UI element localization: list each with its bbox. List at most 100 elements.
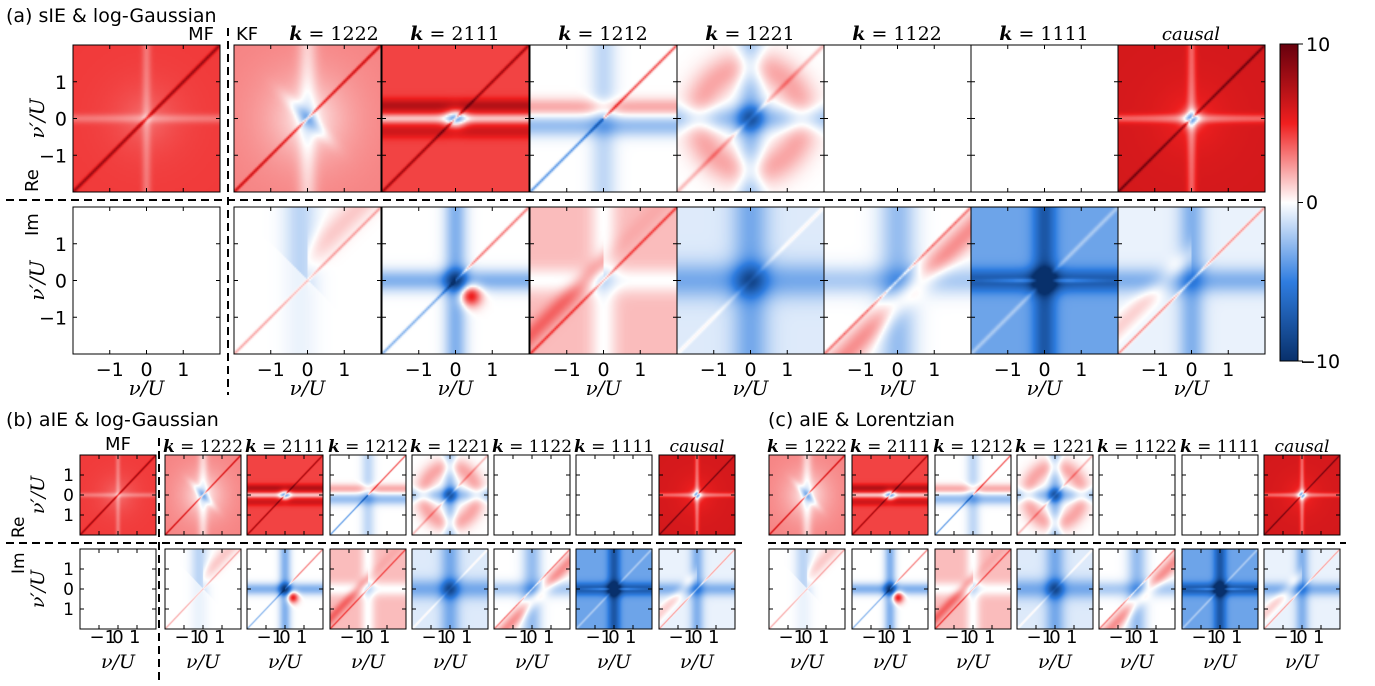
xtick-label-b-col2-0: 0 xyxy=(279,627,290,648)
heatmap-c-re-col4 xyxy=(1099,455,1175,535)
xtick-label-b-col1-m1: −1 xyxy=(175,627,202,648)
heatmap-c-im-col4 xyxy=(1099,549,1175,629)
xtick-label-c-col0-m1: −1 xyxy=(779,627,806,648)
xlabel-b-col6: ν/U xyxy=(597,651,632,673)
xtick-label-a-col6-0: −1 xyxy=(994,359,1022,381)
colorbar-tick-max: 10 xyxy=(1306,34,1330,56)
column-label-b-mf: MF xyxy=(105,434,131,455)
xtick-label-a-col6-2: 1 xyxy=(1075,359,1087,381)
xlabel-c-col5: ν/U xyxy=(1203,651,1238,673)
panel-b-heatmaps: −10 1ν/UMF−10 1ν/Uk = 1222−10 1ν/Uk = 2111−… xyxy=(9,434,736,673)
heatmap-a-im-col7 xyxy=(1118,207,1265,354)
xlabel-a-col7: ν/U xyxy=(1174,376,1211,400)
column-label-b-k-1122: k = 1122 xyxy=(492,437,572,457)
ytick-label-a-re-1: 0 xyxy=(55,109,67,131)
xtick-label-c-col3-0: 0 xyxy=(1049,627,1060,648)
xlabel-a-col5: ν/U xyxy=(880,376,917,400)
heatmap-a-im-col6 xyxy=(971,207,1118,354)
heatmap-b-im-col0 xyxy=(80,549,156,629)
xtick-label-c-col0-1: 1 xyxy=(818,627,829,648)
heatmap-b-re-col0 xyxy=(80,455,156,535)
xtick-label-c-col3-m1: −1 xyxy=(1027,627,1054,648)
xlabel-c-col2: ν/U xyxy=(956,651,991,673)
xtick-label-b-col3-0: 0 xyxy=(362,627,373,648)
xtick-label-b-col7-m1: −1 xyxy=(669,627,696,648)
xlabel-c-col3: ν/U xyxy=(1038,651,1073,673)
ylabel-b-re: ν′/U xyxy=(27,475,49,514)
xtick-label-c-col6-1: 1 xyxy=(1313,627,1324,648)
xlabel-c-col6: ν/U xyxy=(1285,651,1320,673)
column-label-c-k-2111: k = 2111 xyxy=(850,437,930,457)
heatmap-b-im-col7 xyxy=(659,549,735,629)
column-label-c-causal: causal xyxy=(1275,437,1330,457)
xtick-label-a-col5-0: −1 xyxy=(847,359,875,381)
xtick-label-a-col4-2: 1 xyxy=(781,359,793,381)
heatmap-b-im-col6 xyxy=(576,549,652,629)
xtick-label-b-col0-0: 0 xyxy=(112,627,123,648)
xtick-label-b-col1-0: 0 xyxy=(197,627,208,648)
colorbar: 10 0 −10 xyxy=(1279,34,1340,373)
xtick-label-a-col4-1: 0 xyxy=(744,359,756,381)
xtick-label-c-col5-0: 0 xyxy=(1214,627,1225,648)
xtick-label-c-col0-0: 0 xyxy=(801,627,812,648)
xtick-label-a-col1-2: 1 xyxy=(338,359,350,381)
xtick-label-a-col4-0: −1 xyxy=(700,359,728,381)
xtick-label-c-col1-1: 1 xyxy=(901,627,912,648)
xtick-label-c-col5-1: 1 xyxy=(1231,627,1242,648)
xtick-label-a-col1-0: −1 xyxy=(257,359,285,381)
heatmap-c-re-col3 xyxy=(1017,455,1093,535)
xtick-label-c-col4-1: 1 xyxy=(1148,627,1159,648)
column-label-k-2111: k = 2111 xyxy=(410,23,500,45)
xlabel-c-col1: ν/U xyxy=(873,651,908,673)
xlabel-a-col3: ν/U xyxy=(586,376,623,400)
heatmap-c-im-col1 xyxy=(852,549,928,629)
panel-a-heatmaps: MF KF k = 1222 k = 2111 k = 1212 k = 1221 k = … xyxy=(22,23,1266,400)
column-label-b-k-1221: k = 1221 xyxy=(410,437,490,457)
panel-c-heatmaps: −10 1ν/Uk = 1222−10 1ν/Uk = 2111−10 1ν/Uk =… xyxy=(767,437,1341,673)
panel-a-label: (a) sIE & log-Gaussian xyxy=(6,5,217,27)
ytick-label-a-im-0: 1 xyxy=(55,234,67,256)
heatmap-c-re-col1 xyxy=(852,455,928,535)
heatmap-b-im-col4 xyxy=(412,549,488,629)
heatmap-a-im-col4 xyxy=(677,207,824,354)
xtick-label-b-col6-1: 1 xyxy=(625,627,636,648)
heatmap-a-im-col5 xyxy=(824,207,971,354)
ylabel-a-re: ν′/U xyxy=(25,97,49,138)
xtick-label-c-col1-0: 0 xyxy=(884,627,895,648)
xtick-label-c-col6-0: 0 xyxy=(1296,627,1307,648)
column-label-k-1222: k = 1222 xyxy=(289,23,379,45)
xlabel-b-col4: ν/U xyxy=(433,651,468,673)
column-label-b-k-1212: k = 1212 xyxy=(328,437,408,457)
xtick-label-c-col4-m1: −1 xyxy=(1109,627,1136,648)
xlabel-c-col0: ν/U xyxy=(790,651,825,673)
heatmap-b-re-col7 xyxy=(659,455,735,535)
heatmap-a-im-col3 xyxy=(530,207,677,354)
xtick-label-a-col5-2: 1 xyxy=(928,359,940,381)
xtick-label-b-col4-m1: −1 xyxy=(422,627,449,648)
column-label-kf: KF xyxy=(236,24,258,45)
xtick-label-a-col7-1: 0 xyxy=(1185,359,1197,381)
heatmap-b-re-col2 xyxy=(247,455,323,535)
heatmap-a-im-col2 xyxy=(382,207,529,354)
colorbar-gradient xyxy=(1279,43,1299,362)
column-label-k-1122: k = 1122 xyxy=(852,23,942,45)
xtick-label-c-col4-0: 0 xyxy=(1131,627,1142,648)
column-label-b-k-2111: k = 2111 xyxy=(245,437,325,457)
xtick-label-a-col2-1: 0 xyxy=(449,359,461,381)
colorbar-tick-mid: 0 xyxy=(1306,192,1318,214)
heatmap-b-im-col1 xyxy=(165,549,241,629)
heatmap-b-im-col3 xyxy=(330,549,406,629)
heatmap-a-re-col7 xyxy=(1118,45,1265,192)
xtick-label-b-col7-0: 0 xyxy=(691,627,702,648)
heatmap-c-re-col5 xyxy=(1182,455,1258,535)
heatmap-a-re-col3 xyxy=(530,45,677,192)
ylabel-a-im: ν′/U xyxy=(25,259,49,300)
heatmap-c-im-col0 xyxy=(769,549,845,629)
heatmap-b-re-col1 xyxy=(165,455,241,535)
row-label-b-re: Re xyxy=(9,516,29,538)
xtick-label-c-col2-0: 0 xyxy=(967,627,978,648)
xtick-label-b-col4-1: 1 xyxy=(461,627,472,648)
xtick-label-a-col0-0: −1 xyxy=(96,359,124,381)
column-label-c-k-1212: k = 1212 xyxy=(933,437,1013,457)
column-label-k-1111: k = 1111 xyxy=(999,23,1089,45)
